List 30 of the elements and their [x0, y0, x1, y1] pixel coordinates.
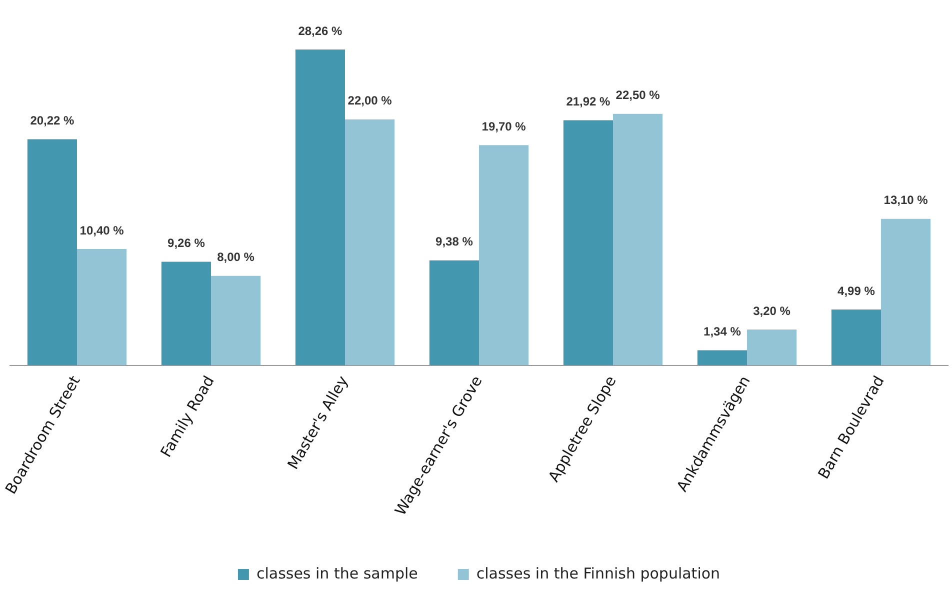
data-label: 20,22 % [30, 114, 75, 128]
data-label: 9,38 % [436, 234, 474, 249]
data-label: 13,10 % [884, 193, 928, 208]
bar [295, 49, 345, 366]
data-label: 19,70 % [482, 119, 526, 134]
bar [697, 350, 747, 366]
bar [613, 114, 663, 366]
bar [211, 276, 261, 366]
legend-label: classes in the Finnish population [476, 564, 720, 582]
data-label: 9,26 % [168, 236, 206, 250]
bar [27, 139, 77, 366]
bar [881, 218, 931, 366]
data-label: 4,99 % [838, 284, 876, 298]
data-label: 8,00 % [217, 250, 255, 264]
bar [77, 249, 127, 366]
data-label: 10,40 % [80, 223, 124, 238]
data-label: 22,00 % [348, 94, 392, 108]
data-label: 21,92 % [566, 94, 611, 109]
bar [161, 262, 211, 366]
bar [479, 145, 529, 366]
bar [747, 329, 797, 366]
bar [563, 120, 613, 366]
bar [429, 260, 479, 366]
bar [831, 309, 881, 366]
data-label: 28,26 % [298, 24, 343, 38]
data-label: 1,34 % [704, 324, 742, 339]
legend-label: classes in the sample [256, 564, 418, 582]
data-label: 3,20 % [753, 304, 791, 318]
bar [345, 119, 395, 366]
data-label: 22,50 % [616, 88, 660, 102]
